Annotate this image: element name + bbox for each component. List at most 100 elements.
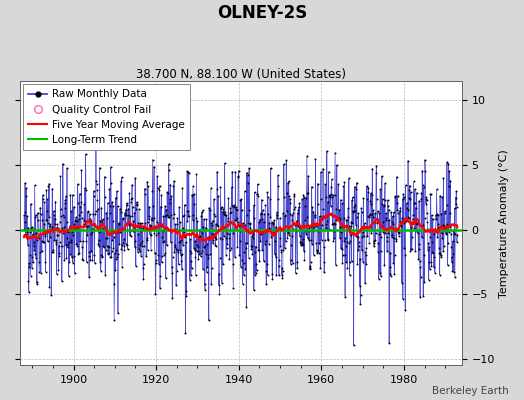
Point bbox=[196, 250, 205, 256]
Point bbox=[288, 212, 296, 218]
Point bbox=[282, 208, 291, 214]
Point bbox=[21, 230, 30, 237]
Point bbox=[308, 184, 316, 190]
Point bbox=[207, 281, 215, 288]
Point bbox=[427, 263, 435, 269]
Point bbox=[165, 161, 173, 167]
Point bbox=[193, 241, 202, 248]
Point bbox=[301, 217, 310, 224]
Point bbox=[100, 174, 108, 180]
Point bbox=[409, 216, 417, 222]
Point bbox=[416, 264, 424, 270]
Point bbox=[177, 237, 185, 243]
Point bbox=[97, 252, 105, 258]
Point bbox=[439, 248, 447, 254]
Point bbox=[243, 170, 251, 176]
Point bbox=[435, 250, 443, 256]
Point bbox=[401, 252, 409, 258]
Point bbox=[139, 265, 147, 272]
Point bbox=[216, 205, 225, 211]
Point bbox=[374, 240, 383, 246]
Point bbox=[319, 166, 328, 172]
Point bbox=[111, 250, 119, 256]
Point bbox=[168, 264, 176, 270]
Point bbox=[393, 207, 401, 213]
Point bbox=[21, 180, 29, 186]
Point bbox=[201, 281, 209, 287]
Point bbox=[256, 216, 264, 223]
Point bbox=[272, 224, 280, 230]
Point bbox=[81, 151, 90, 158]
Point bbox=[236, 228, 244, 235]
Point bbox=[222, 235, 230, 241]
Point bbox=[254, 181, 262, 188]
Point bbox=[138, 225, 147, 232]
Point bbox=[352, 232, 361, 239]
Point bbox=[31, 212, 40, 218]
Point bbox=[45, 214, 53, 221]
Point bbox=[129, 218, 138, 224]
Point bbox=[127, 198, 135, 205]
Point bbox=[180, 202, 189, 208]
Point bbox=[145, 204, 154, 210]
Point bbox=[23, 229, 31, 236]
Point bbox=[413, 230, 422, 236]
Point bbox=[170, 178, 178, 184]
Point bbox=[324, 198, 332, 205]
Point bbox=[137, 253, 145, 259]
Point bbox=[36, 248, 44, 255]
Point bbox=[170, 242, 179, 248]
Point bbox=[260, 258, 268, 264]
Legend: Raw Monthly Data, Quality Control Fail, Five Year Moving Average, Long-Term Tren: Raw Monthly Data, Quality Control Fail, … bbox=[23, 84, 190, 150]
Point bbox=[44, 220, 52, 226]
Point bbox=[297, 240, 305, 246]
Point bbox=[118, 215, 127, 222]
Point bbox=[139, 276, 148, 283]
Point bbox=[154, 252, 162, 258]
Point bbox=[129, 228, 138, 234]
Point bbox=[218, 236, 226, 242]
Point bbox=[392, 174, 401, 180]
Point bbox=[437, 254, 445, 260]
Point bbox=[275, 272, 283, 278]
Point bbox=[132, 263, 140, 269]
Point bbox=[169, 215, 177, 222]
Point bbox=[444, 240, 452, 246]
Point bbox=[402, 200, 411, 207]
Point bbox=[28, 264, 36, 271]
Point bbox=[325, 226, 333, 232]
Point bbox=[84, 248, 93, 255]
Point bbox=[99, 226, 107, 232]
Point bbox=[203, 241, 211, 247]
Point bbox=[78, 215, 86, 222]
Point bbox=[387, 234, 396, 240]
Point bbox=[124, 206, 133, 212]
Point bbox=[155, 187, 163, 193]
Point bbox=[96, 268, 105, 274]
Point bbox=[46, 221, 54, 228]
Point bbox=[145, 216, 153, 222]
Point bbox=[344, 205, 352, 212]
Point bbox=[265, 220, 274, 226]
Point bbox=[348, 194, 357, 200]
Point bbox=[168, 295, 177, 301]
Point bbox=[119, 240, 128, 246]
Point bbox=[147, 246, 155, 253]
Point bbox=[373, 220, 381, 226]
Point bbox=[378, 223, 386, 229]
Point bbox=[315, 240, 323, 246]
Point bbox=[363, 196, 372, 202]
Point bbox=[318, 216, 326, 222]
Point bbox=[127, 195, 136, 202]
Point bbox=[169, 182, 178, 189]
Text: Berkeley Earth: Berkeley Earth bbox=[432, 386, 508, 396]
Point bbox=[144, 182, 152, 189]
Point bbox=[353, 261, 362, 268]
Point bbox=[320, 244, 328, 250]
Point bbox=[83, 223, 91, 230]
Point bbox=[300, 248, 308, 254]
Point bbox=[145, 212, 153, 219]
Point bbox=[375, 276, 383, 282]
Point bbox=[149, 226, 157, 232]
Point bbox=[203, 264, 212, 270]
